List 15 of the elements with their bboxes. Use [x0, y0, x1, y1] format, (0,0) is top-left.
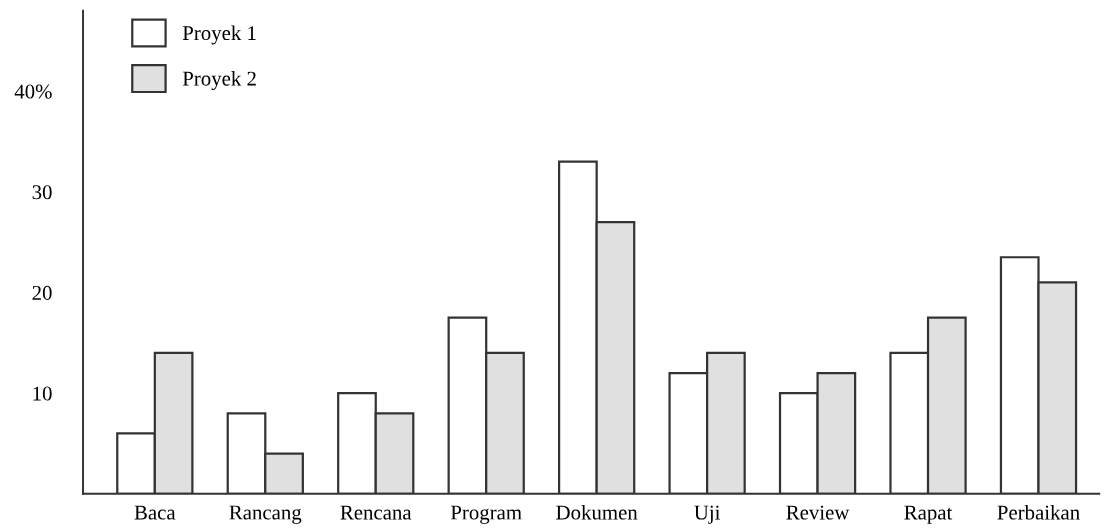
x-tick-label: Dokumen — [556, 504, 638, 520]
x-tick-label: Program — [450, 505, 522, 524]
legend-label: Proyek 1 — [182, 25, 256, 45]
y-tick-label: 40% — [14, 84, 52, 99]
legend-label: Proyek 2 — [182, 70, 256, 90]
x-tick-label: Rencana — [340, 505, 412, 520]
y-tick-label: 10 — [33, 386, 52, 401]
x-tick-label: Rancang — [229, 505, 302, 524]
x-tick-label: Uji — [694, 505, 721, 524]
x-tick-label: Rapat — [904, 505, 953, 524]
x-tick-label: Baca — [134, 505, 176, 520]
x-tick-label: Review — [786, 505, 850, 520]
y-tick-label: 30 — [32, 185, 52, 200]
y-tick-label: 20 — [32, 285, 52, 300]
x-tick-label: Perbaikan — [997, 504, 1080, 520]
